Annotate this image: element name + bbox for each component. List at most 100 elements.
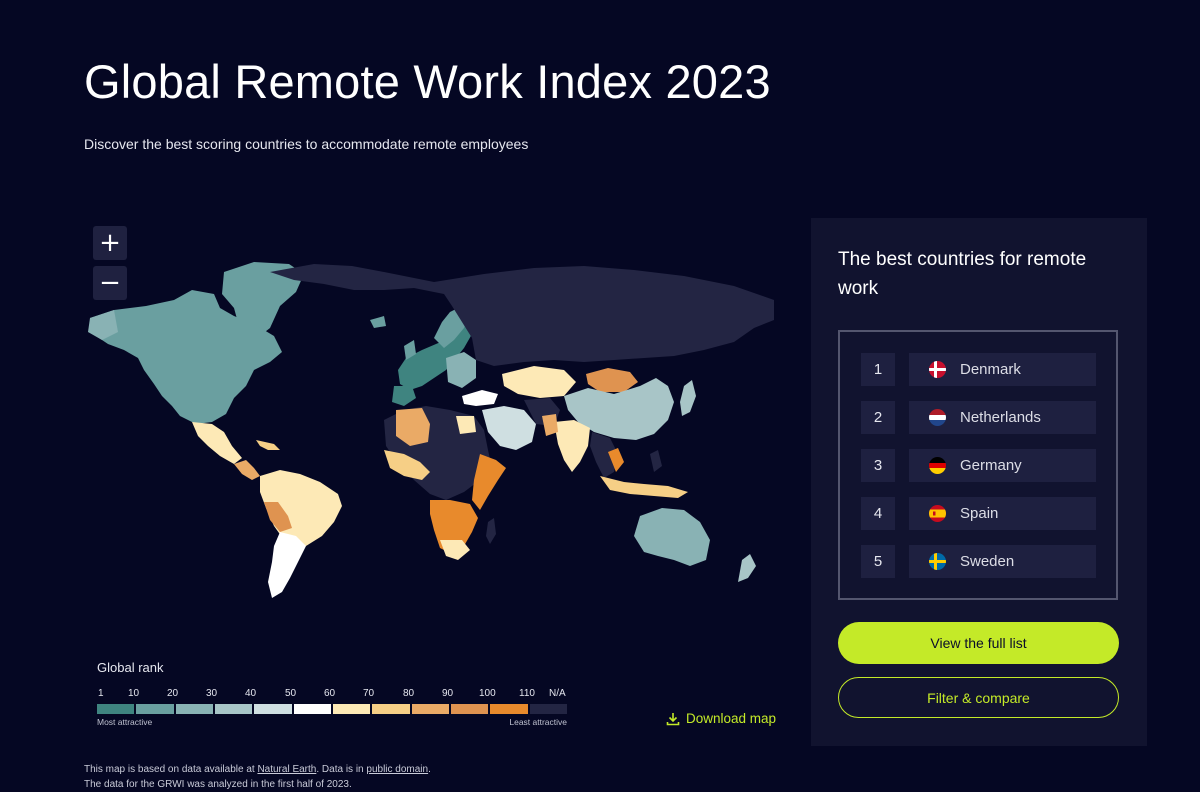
sweden-flag-icon (929, 553, 946, 570)
public-domain-link[interactable]: public domain (366, 764, 429, 775)
iberia-region[interactable] (392, 386, 416, 406)
legend-swatch (97, 704, 135, 714)
ranking-item[interactable]: 3 Germany (861, 449, 1096, 482)
note-line-2: The data for the GRWI was analyzed in th… (84, 779, 352, 790)
japan-region[interactable] (680, 380, 696, 416)
note-text: . Data is in (316, 764, 367, 775)
southern-cone-region[interactable] (268, 532, 306, 598)
legend-tick: 40 (245, 688, 257, 699)
legend-title: Global rank (97, 660, 164, 675)
east-africa-region[interactable] (472, 454, 506, 510)
filter-compare-button[interactable]: Filter & compare (838, 677, 1119, 718)
legend-ticks: 1 10 20 30 40 50 60 70 80 90 100 110 N/A (97, 688, 567, 702)
rank-country[interactable]: Spain (909, 497, 1096, 530)
zoom-in-button[interactable]: + (93, 226, 127, 260)
legend-tick: N/A (549, 688, 566, 699)
download-icon (666, 712, 680, 725)
egypt-region[interactable] (456, 416, 476, 434)
australia-region[interactable] (634, 508, 710, 566)
new-zealand-region[interactable] (738, 554, 756, 582)
legend-swatch (529, 704, 567, 714)
alaska-region[interactable] (88, 310, 118, 340)
mongolia-region[interactable] (586, 368, 638, 392)
rank-number: 5 (861, 545, 895, 578)
northwest-africa-region[interactable] (396, 408, 430, 446)
rank-number: 2 (861, 401, 895, 434)
legend-tick: 110 (519, 688, 535, 699)
country-name: Spain (960, 505, 999, 522)
denmark-flag-icon (929, 361, 946, 378)
legend-swatch (214, 704, 253, 714)
legend-tick: 30 (206, 688, 218, 699)
india-region[interactable] (554, 420, 590, 472)
rank-number: 1 (861, 353, 895, 386)
legend-swatch (332, 704, 371, 714)
legend-tick: 100 (479, 688, 496, 699)
caribbean-region[interactable] (256, 440, 280, 450)
ranking-panel: The best countries for remote work 1 Den… (811, 218, 1147, 746)
legend-swatch (293, 704, 331, 714)
zoom-out-button[interactable]: − (93, 266, 127, 300)
note-text: This map is based on data available at (84, 764, 258, 775)
legend-swatch (175, 704, 213, 714)
download-map-link[interactable]: Download map (666, 711, 776, 726)
central-asia-region[interactable] (502, 366, 576, 398)
page-title: Global Remote Work Index 2023 (84, 55, 771, 108)
world-map[interactable]: + − (84, 210, 784, 610)
south-africa-region[interactable] (440, 540, 470, 560)
world-map-graphic[interactable] (84, 210, 784, 610)
legend-swatch (450, 704, 489, 714)
southeast-asia-region[interactable] (590, 432, 618, 478)
legend-swatch (254, 704, 292, 714)
ranking-item[interactable]: 4 Spain (861, 497, 1096, 530)
middle-east-region[interactable] (482, 406, 536, 450)
download-map-label: Download map (686, 711, 777, 726)
ranking-item[interactable]: 2 Netherlands (861, 401, 1096, 434)
legend: Global rank 1 10 20 30 40 50 60 70 80 90… (97, 660, 567, 731)
rank-country[interactable]: Denmark (909, 353, 1096, 386)
mexico-region[interactable] (192, 422, 242, 464)
turkey-region[interactable] (462, 390, 498, 406)
legend-tick: 20 (167, 688, 179, 699)
madagascar-region[interactable] (486, 518, 496, 544)
uk-region[interactable] (404, 340, 416, 360)
north-america-region[interactable] (90, 290, 282, 424)
legend-tick: 10 (128, 688, 140, 699)
legend-tick: 60 (324, 688, 336, 699)
country-name: Denmark (960, 361, 1021, 378)
rank-country[interactable]: Sweden (909, 545, 1096, 578)
view-full-list-button[interactable]: View the full list (838, 622, 1119, 664)
germany-flag-icon (929, 457, 946, 474)
ranking-item[interactable]: 5 Sweden (861, 545, 1096, 578)
indochina-region[interactable] (608, 448, 624, 472)
pakistan-region[interactable] (542, 414, 558, 436)
country-name: Germany (960, 457, 1022, 474)
legend-swatch (136, 704, 174, 714)
rank-country[interactable]: Netherlands (909, 401, 1096, 434)
rank-country[interactable]: Germany (909, 449, 1096, 482)
legend-swatch (372, 704, 410, 714)
legend-swatch (411, 704, 449, 714)
andes-region[interactable] (264, 502, 292, 532)
rank-number: 4 (861, 497, 895, 530)
iceland-region[interactable] (370, 316, 386, 328)
legend-tick: 90 (442, 688, 454, 699)
legend-color-scale (97, 704, 567, 714)
china-region[interactable] (564, 378, 674, 440)
legend-tick: 1 (98, 688, 104, 699)
west-africa-region[interactable] (384, 450, 430, 480)
russia-region[interactable] (270, 264, 774, 366)
eastern-europe-region[interactable] (446, 352, 476, 388)
legend-least-label: Least attractive (509, 717, 567, 727)
indonesia-region[interactable] (600, 476, 688, 498)
rank-number: 3 (861, 449, 895, 482)
philippines-region[interactable] (650, 450, 662, 472)
legend-tick: 80 (403, 688, 415, 699)
country-name: Netherlands (960, 409, 1041, 426)
ranking-list: 1 Denmark 2 Netherlands 3 (838, 330, 1118, 600)
natural-earth-link[interactable]: Natural Earth (257, 764, 317, 775)
legend-foot: Most attractive Least attractive (97, 717, 567, 731)
note-text: . (428, 764, 431, 775)
ranking-item[interactable]: 1 Denmark (861, 353, 1096, 386)
central-america-region[interactable] (234, 460, 260, 480)
